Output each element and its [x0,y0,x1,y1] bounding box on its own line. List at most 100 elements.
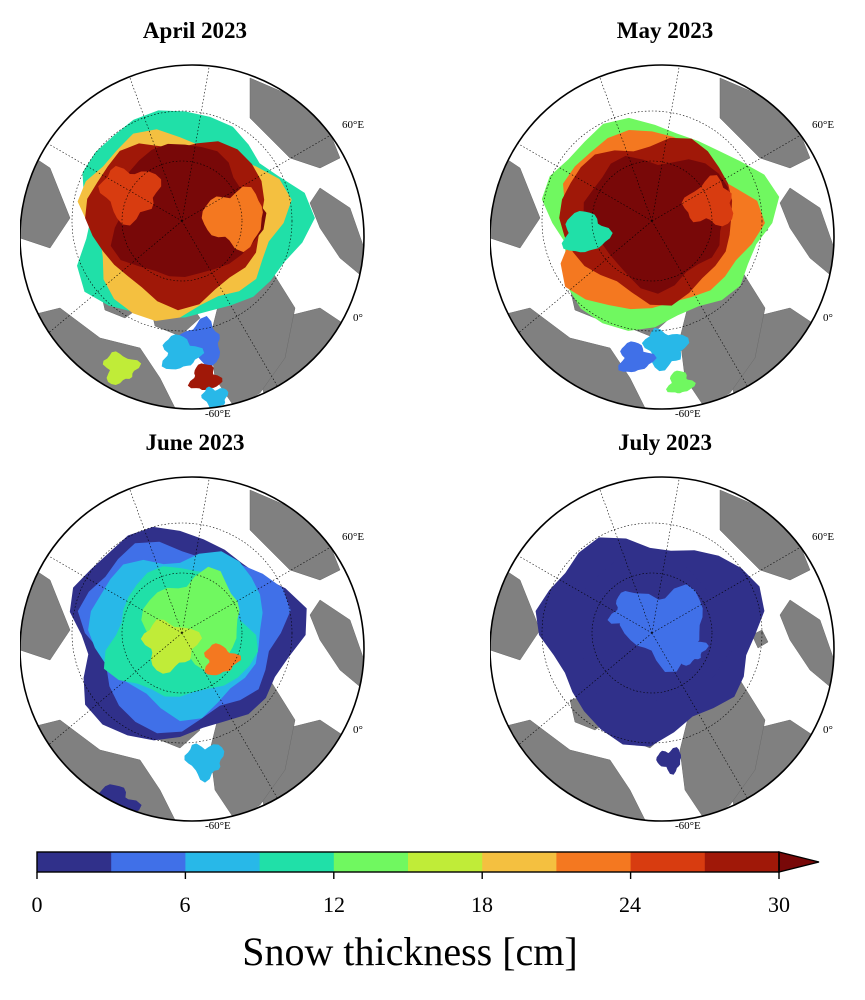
latitude-line [121,572,243,694]
colorbar-segment [333,852,409,872]
colorbar-segment [259,852,335,872]
colorbar-segment [630,852,706,872]
colorbar [36,851,820,879]
land-mass [309,187,364,279]
latitude-line [541,110,763,332]
panel-may: May 2023 60°E 0° -60°E [490,18,840,420]
colorbar-segment [482,852,557,872]
colorbar-label: Snow thickness [cm] [242,929,578,974]
panel-april: April 2023 60°E 0° -60°E [20,18,370,420]
latitude-line [121,160,243,282]
meridian-line [651,502,834,634]
meridian-line [181,220,313,409]
meridian-line [20,220,183,389]
meridian-line [92,65,183,222]
colorbar-segment [37,852,112,872]
latitude-line [591,572,713,694]
colorbar-segment [408,852,483,872]
colorbar-frame [36,851,780,873]
snow-field [201,386,229,409]
meridian-line [651,632,783,821]
meridian-line [181,632,313,821]
lon-label-60e: 60°E [812,531,835,543]
latitude-line [591,160,713,282]
colorbar-segment [704,852,780,872]
lon-label-0: 0° [823,724,833,736]
meridian-line [490,502,653,634]
snow-field [187,363,223,390]
meridian-line [20,502,183,634]
map-boundary [20,64,365,410]
meridian-line [651,65,698,222]
snow-field [204,643,242,676]
polar-map-may [490,64,835,410]
colorbar-tick-label: 30 [768,892,790,917]
snow-field [681,175,734,227]
colorbar-extend-arrow [778,851,820,873]
meridian-line [651,477,698,634]
polar-map-april [20,64,365,410]
meridian-line [20,90,183,222]
colorbar-tick-label: 12 [323,892,345,917]
lon-label-m60e: -60°E [205,820,231,832]
panel-title: June 2023 [145,430,245,455]
snow-field [561,211,613,253]
panel-june: June 2023 60°E 0° -60°E [20,430,370,832]
lon-label-0: 0° [823,312,833,324]
colorbar-segment [111,852,186,872]
lon-label-60e: 60°E [812,119,835,131]
colorbar-tick-label: 6 [179,892,191,917]
snow-field [656,747,681,775]
lon-label-60e: 60°E [342,531,365,543]
colorbar-tick-label: 0 [31,892,43,917]
panel-title: July 2023 [618,430,712,455]
meridian-line [181,65,228,222]
snow-field [201,186,263,253]
colorbar-tick-label: 24 [619,892,641,917]
meridian-line [92,477,183,634]
snow-field [140,619,202,674]
land-mass [779,187,834,279]
meridian-line [490,90,653,222]
snow-field [618,341,657,373]
land-mass [779,599,834,691]
snow-field [607,591,654,626]
polar-map-july [490,476,835,822]
snow-field [161,334,205,370]
snow-field [666,370,696,394]
panel-july: July 2023 60°E 0° -60°E [490,430,840,832]
meridian-line [651,220,783,409]
polar-map-june [20,476,365,822]
panel-title: May 2023 [616,18,714,43]
snow-field [102,351,142,385]
latitude-line [71,110,293,332]
map-boundary [490,64,835,410]
lon-label-0: 0° [353,724,363,736]
meridian-line [181,477,228,634]
colorbar-segment [185,852,261,872]
meridian-line [562,477,653,634]
snow-field [184,743,225,783]
panel-title: April 2023 [142,18,248,43]
land-mass [309,599,364,691]
meridian-line [490,632,653,801]
meridian-line [562,65,653,222]
snow-field [674,635,709,666]
meridian-line [181,90,364,222]
latitude-line [71,522,293,744]
lon-label-0: 0° [353,312,363,324]
lon-label-m60e: -60°E [205,408,231,420]
meridian-line [651,90,834,222]
map-boundary [490,476,835,822]
lon-label-m60e: -60°E [675,820,701,832]
map-boundary [20,476,365,822]
meridian-line [490,220,653,389]
latitude-line [541,522,763,744]
land-mass [679,679,766,821]
colorbar-tick-label: 18 [471,892,493,917]
land-mass [751,629,769,649]
lon-label-m60e: -60°E [675,408,701,420]
meridian-line [20,632,183,801]
meridian-line [181,502,364,634]
snow-field [583,155,729,294]
